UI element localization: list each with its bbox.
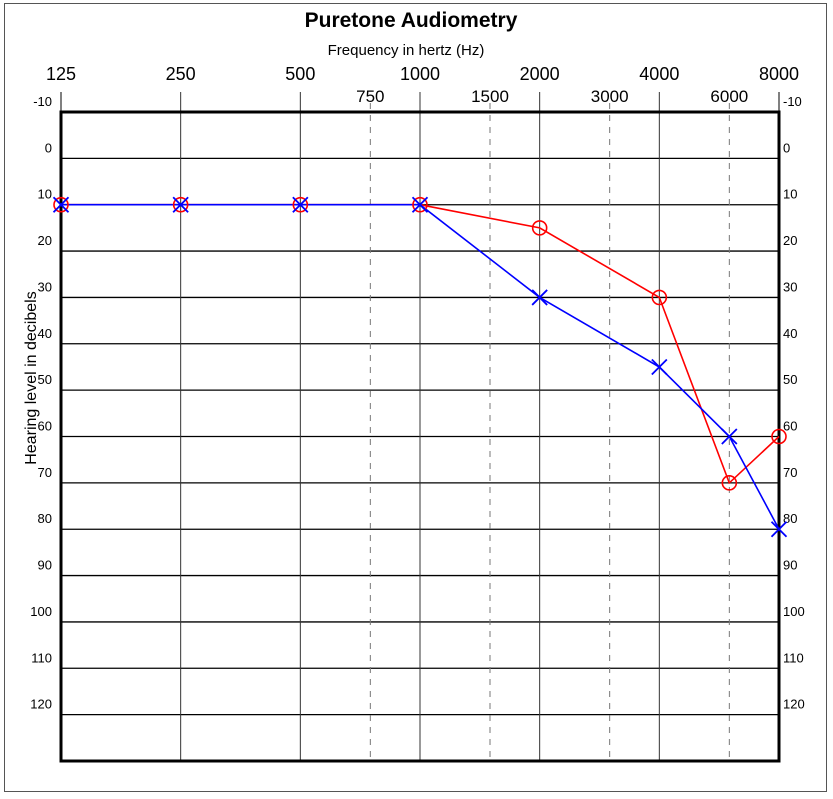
x-tick-label-minor: 750: [356, 87, 384, 106]
y-tick-label-right: 60: [783, 419, 797, 434]
data-point-x: [411, 196, 429, 213]
y-tick-label-right: 70: [783, 465, 797, 480]
y-tick-label-left: 40: [38, 326, 52, 341]
y-tick-label-left: 60: [38, 419, 52, 434]
y-tick-label-right: 40: [783, 326, 797, 341]
chart-title: Puretone Audiometry: [305, 9, 518, 32]
y-tick-label-left: 30: [38, 279, 52, 294]
data-point-x: [770, 521, 788, 538]
y-tick-label-left: 80: [38, 511, 52, 526]
data-point-circle: [292, 196, 309, 213]
data-point-circle: [531, 220, 548, 236]
x-axis-label: Frequency in hertz (Hz): [328, 42, 485, 59]
data-point-x: [721, 428, 738, 445]
x-tick-label-minor: 3000: [591, 87, 629, 106]
x-tick-label-major: 4000: [639, 64, 679, 84]
data-point-circle: [771, 428, 787, 445]
y-tick-label-right: 50: [783, 372, 797, 387]
y-tick-label-right: 30: [783, 279, 797, 294]
data-point-circle: [721, 475, 738, 491]
data-point-x: [651, 358, 668, 376]
x-tick-label-minor: 1500: [471, 87, 509, 106]
grid: [59, 92, 781, 763]
data-point-circle: [651, 289, 668, 306]
x-tick-label-major: 125: [46, 64, 76, 84]
y-tick-label-right: 110: [783, 650, 804, 665]
x-tick-label-major: 2000: [520, 64, 560, 84]
y-tick-label-right: 120: [783, 697, 805, 712]
data-point-circle: [412, 196, 428, 213]
series-line-x: [61, 203, 780, 530]
x-tick-label-minor: 6000: [710, 87, 748, 106]
y-tick-label-left: 100: [30, 604, 52, 619]
x-tick-label-major: 250: [166, 64, 196, 84]
y-tick-label-left: 20: [38, 233, 52, 248]
y-tick-label-left: 70: [38, 465, 52, 480]
x-tick-label-major: 500: [285, 64, 315, 84]
y-tick-label-left: 10: [38, 187, 52, 202]
y-tick-label-left: 120: [30, 697, 52, 712]
y-tick-label-left: -10: [33, 94, 52, 109]
y-tick-label-left: 0: [45, 140, 52, 155]
data-point-x: [531, 289, 548, 306]
data-point-x: [172, 196, 189, 213]
y-axis-label: Hearing level in decibels: [23, 291, 40, 464]
y-tick-label-left: 90: [38, 558, 52, 573]
y-tick-label-right: 10: [783, 187, 797, 202]
y-tick-label-left: 110: [31, 650, 52, 665]
data-point-circle: [172, 196, 189, 213]
data-point-x: [292, 196, 309, 213]
series: [52, 196, 788, 538]
y-tick-label-left: 50: [38, 372, 52, 387]
x-tick-label-major: 1000: [400, 64, 440, 84]
data-point-circle: [53, 196, 69, 213]
y-tick-label-right: 100: [783, 604, 805, 619]
data-point-x: [52, 196, 70, 213]
x-tick-label-major: 8000: [759, 64, 799, 84]
y-tick-label-right: 0: [783, 140, 790, 155]
y-tick-label-right: 20: [783, 233, 797, 248]
y-tick-label-right: 90: [783, 558, 797, 573]
y-tick-label-right: -10: [783, 94, 802, 109]
